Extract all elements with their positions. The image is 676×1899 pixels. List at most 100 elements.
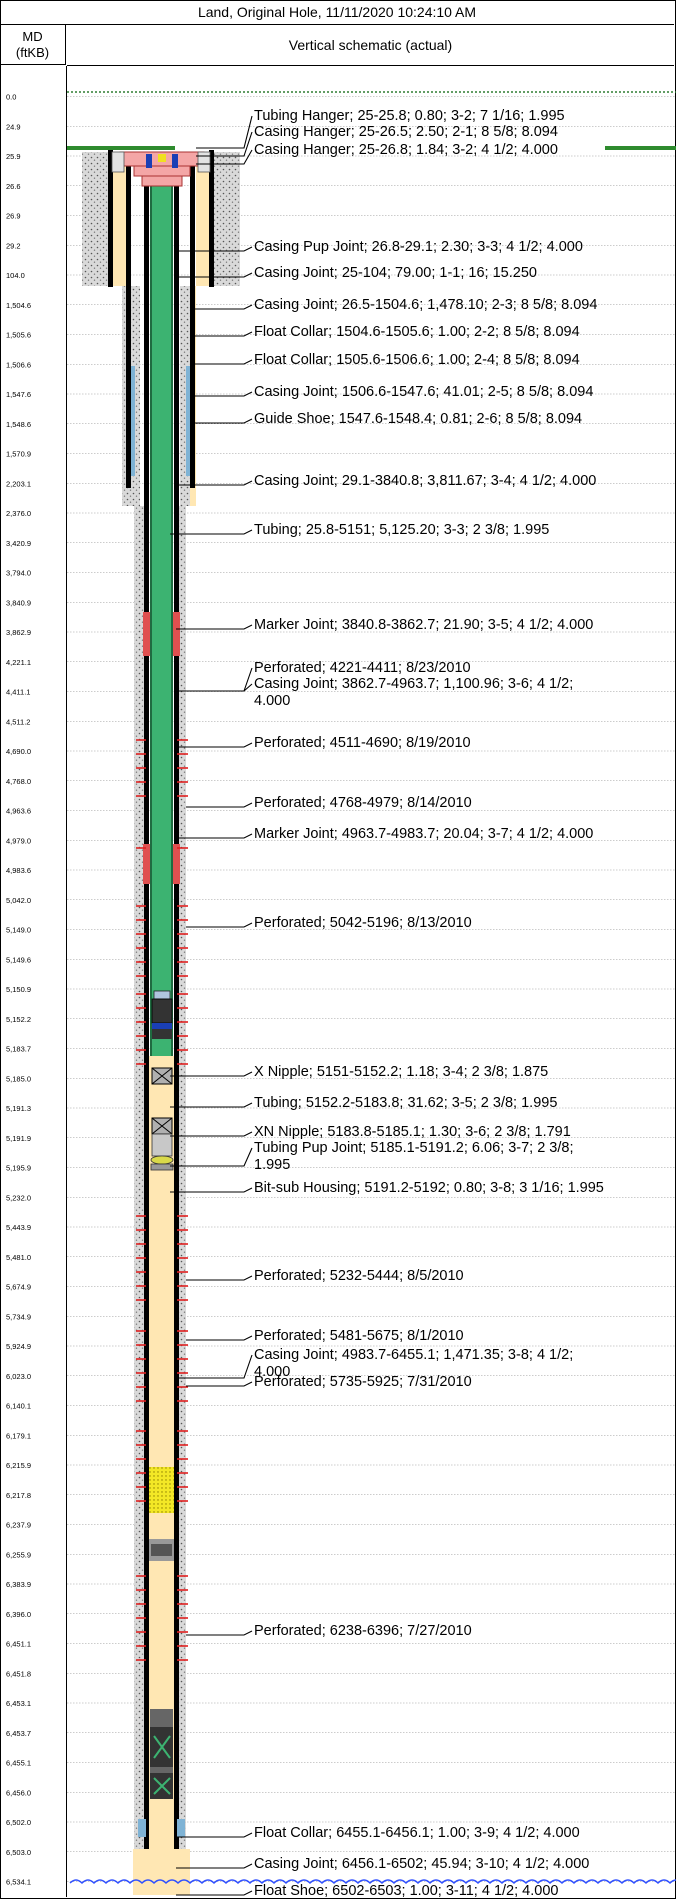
component-annotation: Casing Joint; 6456.1-6502; 45.94; 3-10; … xyxy=(254,1856,589,1872)
md-tick-label: 5,481.0 xyxy=(6,1253,31,1262)
bit-sub-icon xyxy=(150,1155,174,1171)
component-annotation: Casing Joint; 4983.7-6455.1; 1,471.35; 3… xyxy=(254,1347,573,1363)
annotation-leader xyxy=(170,1187,253,1193)
md-tick-label: 4,511.2 xyxy=(6,717,30,726)
annotation-leader xyxy=(176,624,253,630)
md-row-group: 0.0 24.9 25.9 26.6 26.9 29.2 104.0 1,504.6 1,505… xyxy=(6,93,676,1887)
md-tick-label: 5,734.9 xyxy=(6,1312,31,1321)
plug-2 xyxy=(149,1539,174,1561)
md-tick-label: 3,794.0 xyxy=(6,569,31,578)
surface-casing-left xyxy=(126,152,131,488)
annotation-leader xyxy=(196,115,253,149)
sand-plug-1 xyxy=(149,1467,174,1513)
md-tick-label: 1,570.9 xyxy=(6,450,31,459)
md-tick-label: 5,674.9 xyxy=(6,1283,31,1292)
md-header-line-1: MD xyxy=(22,29,43,44)
component-annotation: Float Collar; 6455.1-6456.1; 1.00; 3-9; … xyxy=(254,1825,580,1841)
md-tick-label: 6,453.7 xyxy=(6,1729,31,1738)
surface-casing-right xyxy=(190,152,195,488)
annotation-leader xyxy=(176,246,253,252)
annotation-leader xyxy=(176,667,253,692)
md-tick-label: 5,924.9 xyxy=(6,1342,31,1351)
md-tick-label: 6,237.9 xyxy=(6,1521,31,1530)
md-tick-label: 6,023.0 xyxy=(6,1372,31,1381)
annotation-leader xyxy=(190,304,253,310)
conductor-cement-right xyxy=(210,152,240,286)
marker-joint-2-left xyxy=(143,844,150,884)
annotation-leader xyxy=(186,922,253,928)
component-annotation: Perforated; 4768-4979; 8/14/2010 xyxy=(254,795,472,811)
wellbore-schematic: 0.0 24.9 25.9 26.6 26.9 29.2 104.0 1,504.6 1,505… xyxy=(6,91,676,1899)
md-tick-label: 1,548.6 xyxy=(6,420,31,429)
md-column-divider xyxy=(66,66,67,1897)
component-annotation: Casing Pup Joint; 26.8-29.1; 2.30; 3-3; … xyxy=(254,239,583,255)
component-annotation: Tubing Pup Joint; 5185.1-5191.2; 6.06; 3… xyxy=(254,1140,574,1156)
schematic-column-header: Vertical schematic (actual) xyxy=(67,25,674,66)
md-tick-label: 6,503.0 xyxy=(6,1848,31,1857)
annotation-leader xyxy=(170,1071,253,1077)
component-annotation: Marker Joint; 4963.7-4983.7; 20.04; 3-7;… xyxy=(254,826,593,842)
component-annotation: Float Collar; 1504.6-1505.6; 1.00; 2-2; … xyxy=(254,324,580,340)
md-tick-label: 4,963.6 xyxy=(6,807,31,816)
md-tick-label: 5,042.0 xyxy=(6,896,31,905)
component-annotation: Tubing Hanger; 25-25.8; 0.80; 3-2; 7 1/1… xyxy=(254,108,565,124)
md-tick-label: 5,183.7 xyxy=(6,1045,31,1054)
md-tick-label: 2,203.1 xyxy=(6,479,31,488)
md-tick-label: 6,396.0 xyxy=(6,1610,31,1619)
md-tick-label: 6,455.1 xyxy=(6,1759,31,1768)
td-wave-icon xyxy=(69,1879,676,1885)
md-tick-label: 6,215.9 xyxy=(6,1461,31,1470)
md-tick-label: 4,690.0 xyxy=(6,747,31,756)
conductor-annulus-right xyxy=(196,166,210,286)
md-tick-label: 6,217.8 xyxy=(6,1491,31,1500)
float-collar-bottom-left xyxy=(138,1819,146,1837)
md-tick-label: 25.9 xyxy=(6,152,21,161)
md-tick-label: 5,195.9 xyxy=(6,1164,31,1173)
md-tick-label: 6,179.1 xyxy=(6,1431,31,1440)
annotation-leader xyxy=(170,1102,253,1108)
annotation-group: Tubing Hanger; 25-25.8; 0.80; 3-2; 7 1/1… xyxy=(170,108,604,1899)
md-tick-label: 5,149.0 xyxy=(6,926,31,935)
tubing-wall-left xyxy=(150,166,152,1056)
component-annotation: Perforated; 4511-4690; 8/19/2010 xyxy=(254,735,471,751)
annotation-leader xyxy=(190,331,253,337)
float-collar-bottom-right xyxy=(177,1819,185,1837)
annotation-leader xyxy=(186,1630,253,1636)
x-nipple-icon xyxy=(151,1067,173,1085)
component-annotation: Tubing; 5152.2-5183.8; 31.62; 3-5; 2 3/8… xyxy=(254,1095,557,1111)
md-tick-label: 3,862.9 xyxy=(6,628,31,637)
md-tick-label: 6,456.0 xyxy=(6,1788,31,1797)
md-tick-label: 6,255.9 xyxy=(6,1550,31,1559)
component-annotation: Casing Hanger; 25-26.8; 1.84; 3-2; 4 1/2… xyxy=(254,142,558,158)
perforation-group xyxy=(136,739,188,1661)
annotation-leader xyxy=(176,833,253,839)
md-tick-label: 1,504.6 xyxy=(6,301,31,310)
component-annotation: 4.000 xyxy=(254,1364,290,1380)
production-casing-left xyxy=(144,152,149,1892)
md-tick-label: 4,221.1 xyxy=(6,658,31,667)
md-tick-label: 5,152.2 xyxy=(6,1015,31,1024)
md-tick-label: 24.9 xyxy=(6,122,21,131)
float-collar-left xyxy=(131,366,135,476)
component-annotation: Float Collar; 1505.6-1506.6; 1.00; 2-4; … xyxy=(254,352,580,368)
md-header-line-2: (ftKB) xyxy=(15,45,50,60)
annotation-leader xyxy=(176,1832,253,1838)
casing-hanger-icon xyxy=(111,151,211,173)
annotation-leader xyxy=(176,272,253,278)
md-tick-label: 6,451.8 xyxy=(6,1669,31,1678)
md-tick-label: 0.0 xyxy=(6,93,16,102)
md-tick-label: 3,840.9 xyxy=(6,598,31,607)
component-annotation: Perforated; 6238-6396; 7/27/2010 xyxy=(254,1623,472,1639)
annotation-leader xyxy=(186,1381,253,1387)
md-tick-label: 5,149.6 xyxy=(6,955,31,964)
component-annotation: Perforated; 5481-5675; 8/1/2010 xyxy=(254,1328,464,1344)
md-tick-label: 1,506.6 xyxy=(6,360,31,369)
annotation-leader xyxy=(190,391,253,397)
annotation-leader xyxy=(190,359,253,365)
md-tick-label: 29.2 xyxy=(6,241,21,250)
ground-surface-right xyxy=(605,146,676,150)
bottom-assembly xyxy=(150,1709,173,1799)
annotation-leader xyxy=(186,1335,253,1341)
tubing-string xyxy=(151,166,172,1056)
component-annotation: Marker Joint; 3840.8-3862.7; 21.90; 3-5;… xyxy=(254,617,593,633)
